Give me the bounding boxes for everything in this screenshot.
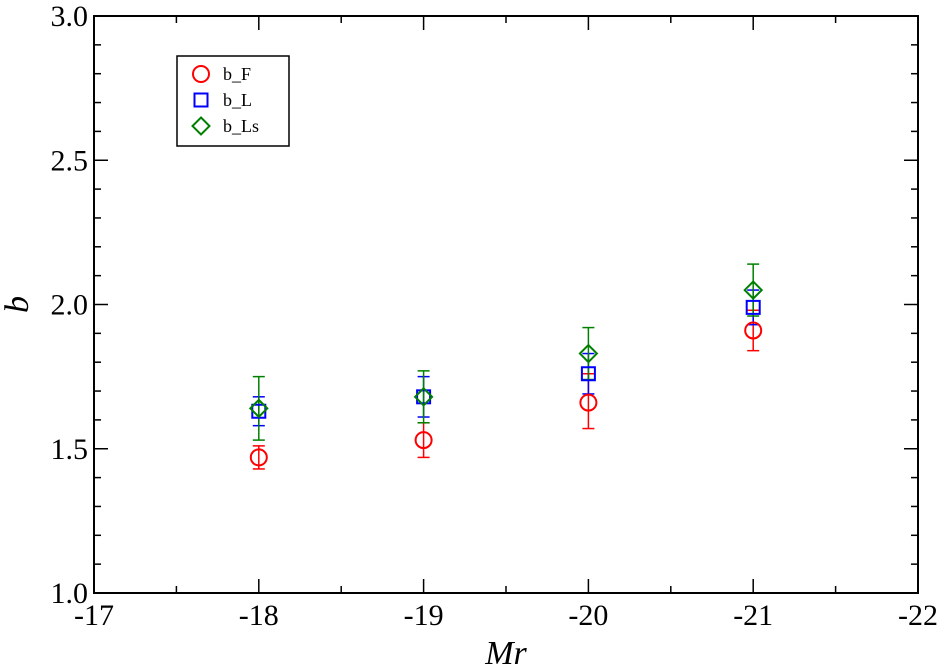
legend-b_F-marker: [192, 65, 210, 83]
legend-b_L-label: b_L: [223, 90, 252, 110]
x-tick-label: -18: [239, 599, 279, 632]
x-tick-label: -22: [898, 599, 938, 632]
y-tick-label: 2.5: [51, 144, 89, 177]
b_Ls-point: [248, 398, 269, 419]
y-tick-label: 2.0: [51, 289, 89, 322]
b_Ls-point: [578, 343, 599, 364]
b_Ls-point: [743, 280, 764, 300]
x-tick-label: -21: [733, 599, 773, 632]
b_F-point: [579, 393, 598, 412]
data-markers: [248, 280, 764, 467]
b_L-point: [580, 366, 596, 382]
tick-labels: -17 -18 -19 -20 -21 -22 1.0 1.5 2.0 2.5 3.0: [51, 0, 939, 632]
y-tick-label: 3.0: [51, 0, 89, 33]
b_L-point: [416, 389, 432, 405]
b_L-point: [745, 299, 761, 315]
x-tick-label: -20: [568, 599, 608, 632]
legend-b_F-label: b_F: [223, 64, 251, 84]
legend-b_Ls-marker: [191, 116, 211, 136]
b_F-point: [744, 321, 763, 340]
x-tick-label: -19: [404, 599, 444, 632]
legend-box: [176, 55, 290, 147]
y-axis-label: b: [0, 296, 36, 313]
error-bars: [252, 263, 760, 470]
b_F-point: [249, 448, 268, 467]
y-tick-label: 1.0: [51, 577, 89, 610]
b_Ls-point: [413, 386, 434, 407]
legend: b_F b_L b_Ls: [176, 55, 290, 147]
x-axis-label: Mr: [484, 635, 527, 667]
axis-ticks: [93, 15, 919, 594]
y-tick-label: 1.5: [51, 433, 89, 466]
legend-b_Ls-label: b_Ls: [223, 116, 259, 136]
x-tick-label: -17: [74, 599, 114, 632]
legend-b_L-marker: [193, 92, 209, 108]
b_F-point: [414, 431, 433, 450]
